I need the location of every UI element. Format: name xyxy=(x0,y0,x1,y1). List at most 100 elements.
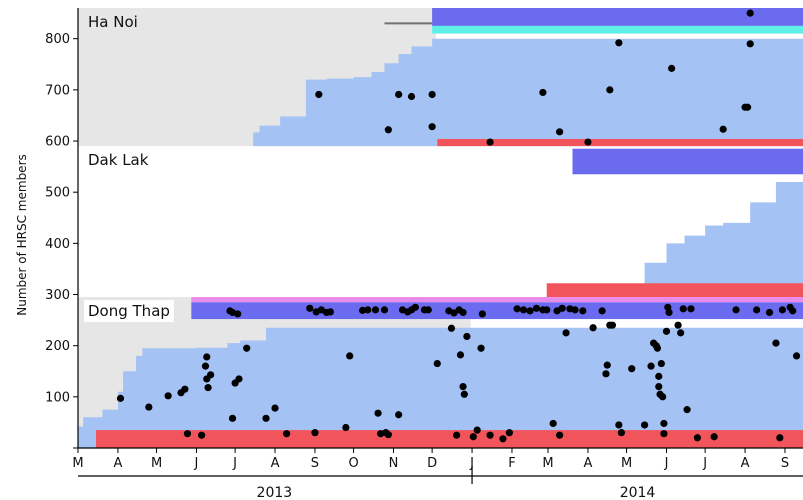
dong-thap-data-point xyxy=(532,304,541,312)
dong-thap-data-point xyxy=(460,390,468,398)
dong-thap-data-point xyxy=(602,370,610,378)
dong-thap-data-point xyxy=(617,429,626,437)
x-tick-label: J xyxy=(469,456,474,471)
dong-thap-data-point xyxy=(346,352,354,360)
year-label: 2014 xyxy=(620,485,656,500)
y-tick-label: 400 xyxy=(45,237,70,252)
axes: 100 200 300 400 500 600 700 800 M A M J J A S O N D J F M A M J… xyxy=(45,8,803,500)
dong-thap-data-point xyxy=(433,359,441,368)
ha-noi-data-point xyxy=(428,123,436,131)
x-tick-label: F xyxy=(508,456,515,471)
dong-thap-data-point xyxy=(234,310,242,318)
x-tick-label: M xyxy=(621,456,632,471)
dong-thap-data-point xyxy=(164,392,172,400)
y-tick-label: 300 xyxy=(45,288,70,303)
dong-thap-data-point xyxy=(473,426,481,434)
dong-thap-data-point xyxy=(181,385,189,393)
dong-thap-data-point xyxy=(665,308,673,317)
dong-thap-data-point xyxy=(571,306,579,314)
x-tick-label: A xyxy=(583,456,592,471)
ha-noi-data-point xyxy=(668,64,676,72)
plot-area xyxy=(78,8,803,448)
dong-thap-data-point xyxy=(513,305,521,313)
dong-thap-data-point xyxy=(683,406,691,414)
ha-noi-data-point xyxy=(384,126,392,134)
dong-thap-data-point xyxy=(772,339,780,347)
dong-thap-data-point xyxy=(116,394,125,402)
dong-thap-data-point xyxy=(753,306,761,314)
dak-lak-region-label: Dak Lak xyxy=(88,151,149,169)
dong-thap-data-point xyxy=(371,306,380,314)
dong-thap-cumulative-members-area xyxy=(78,327,803,448)
ha-noi-data-point xyxy=(584,138,592,146)
x-tick-label: J xyxy=(664,456,669,471)
x-tick-label: O xyxy=(348,456,358,471)
dong-thap-data-point xyxy=(262,414,270,422)
dong-thap-data-point xyxy=(628,365,636,373)
dong-thap-data-point xyxy=(380,306,389,314)
dak-lak-cumulative-members-area xyxy=(644,171,803,298)
dong-thap-data-point xyxy=(183,430,192,438)
dong-thap-data-point xyxy=(662,327,671,335)
x-tick-label: M xyxy=(151,456,162,471)
dong-thap-data-point xyxy=(203,353,211,361)
ha-noi-data-point xyxy=(407,92,416,101)
dong-thap-data-point xyxy=(204,384,212,392)
y-tick-label: 200 xyxy=(45,339,70,354)
y-tick-label: 800 xyxy=(45,32,70,47)
dong-thap-data-point xyxy=(326,308,334,316)
ha-noi-data-point xyxy=(606,86,614,94)
dong-thap-data-point xyxy=(145,403,153,411)
dong-thap-data-point xyxy=(778,306,786,314)
dong-thap-data-point xyxy=(679,305,687,313)
dong-thap-data-point xyxy=(198,431,206,439)
dong-thap-data-point xyxy=(556,431,564,439)
ha-noi-data-point xyxy=(746,40,754,48)
year-label: 2013 xyxy=(257,485,293,500)
dong-thap-data-point xyxy=(732,306,740,314)
dong-thap-data-point xyxy=(395,411,403,419)
dong-thap-data-point xyxy=(447,324,456,332)
dong-thap-data-point xyxy=(687,305,695,313)
dong-thap-data-point xyxy=(659,393,667,401)
dong-thap-data-point xyxy=(486,431,494,439)
dong-thap-data-point xyxy=(243,344,251,352)
dong-thap-data-point xyxy=(463,332,471,341)
ha-noi-data-point xyxy=(719,125,727,133)
dong-thap-data-point xyxy=(384,431,392,439)
dong-thap-data-point xyxy=(660,419,668,428)
x-tick-label: J xyxy=(232,456,237,471)
y-tick-label: 100 xyxy=(45,390,70,405)
dong-thap-data-point xyxy=(207,371,215,379)
dong-thap-data-point xyxy=(603,361,611,369)
dong-thap-data-point xyxy=(776,434,784,442)
dong-thap-data-point xyxy=(424,306,432,314)
x-tick-label: J xyxy=(702,456,707,471)
dong-thap-blue-band xyxy=(191,302,803,320)
x-tick-label: A xyxy=(271,456,280,471)
x-tick-label: A xyxy=(741,456,750,471)
dong-thap-data-point xyxy=(710,433,718,441)
x-tick-label: M xyxy=(72,456,83,471)
dong-thap-data-point xyxy=(526,307,534,315)
x-tick-label: A xyxy=(113,456,122,471)
dong-thap-data-point xyxy=(452,431,461,439)
ha-noi-data-point xyxy=(744,103,752,111)
ha-noi-cumulative-members-area xyxy=(253,38,803,147)
dong-thap-data-point xyxy=(364,306,372,314)
dak-lak-red-band xyxy=(546,283,803,298)
dong-thap-data-point xyxy=(459,383,467,391)
x-tick-label: S xyxy=(311,456,319,471)
y-tick-label: 500 xyxy=(45,186,70,201)
dak-lak-blue-band xyxy=(572,148,803,175)
dong-thap-data-point xyxy=(342,423,350,432)
dong-thap-data-point xyxy=(271,404,279,412)
dong-thap-data-point xyxy=(655,372,663,380)
dong-thap-data-point xyxy=(411,303,419,311)
dong-thap-data-point xyxy=(477,344,485,352)
dong-thap-data-point xyxy=(228,414,237,422)
x-tick-label: M xyxy=(542,456,553,471)
ha-noi-data-point xyxy=(395,90,403,99)
dong-thap-data-point xyxy=(647,362,655,370)
